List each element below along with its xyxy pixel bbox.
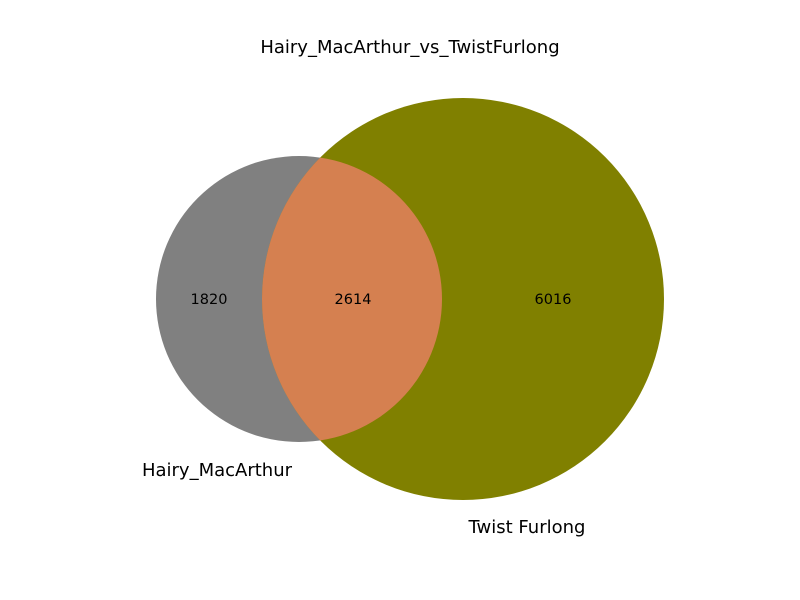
- right-only-count: 6016: [535, 292, 572, 308]
- overlap-region: [262, 156, 442, 442]
- diagram-title: Hairy_MacArthur_vs_TwistFurlong: [260, 37, 559, 58]
- set-label-hairy-macarthur: Hairy_MacArthur: [142, 460, 293, 481]
- set-label-twist-furlong: Twist Furlong: [468, 517, 586, 538]
- left-only-count: 1820: [191, 292, 228, 308]
- overlap-count: 2614: [335, 292, 372, 308]
